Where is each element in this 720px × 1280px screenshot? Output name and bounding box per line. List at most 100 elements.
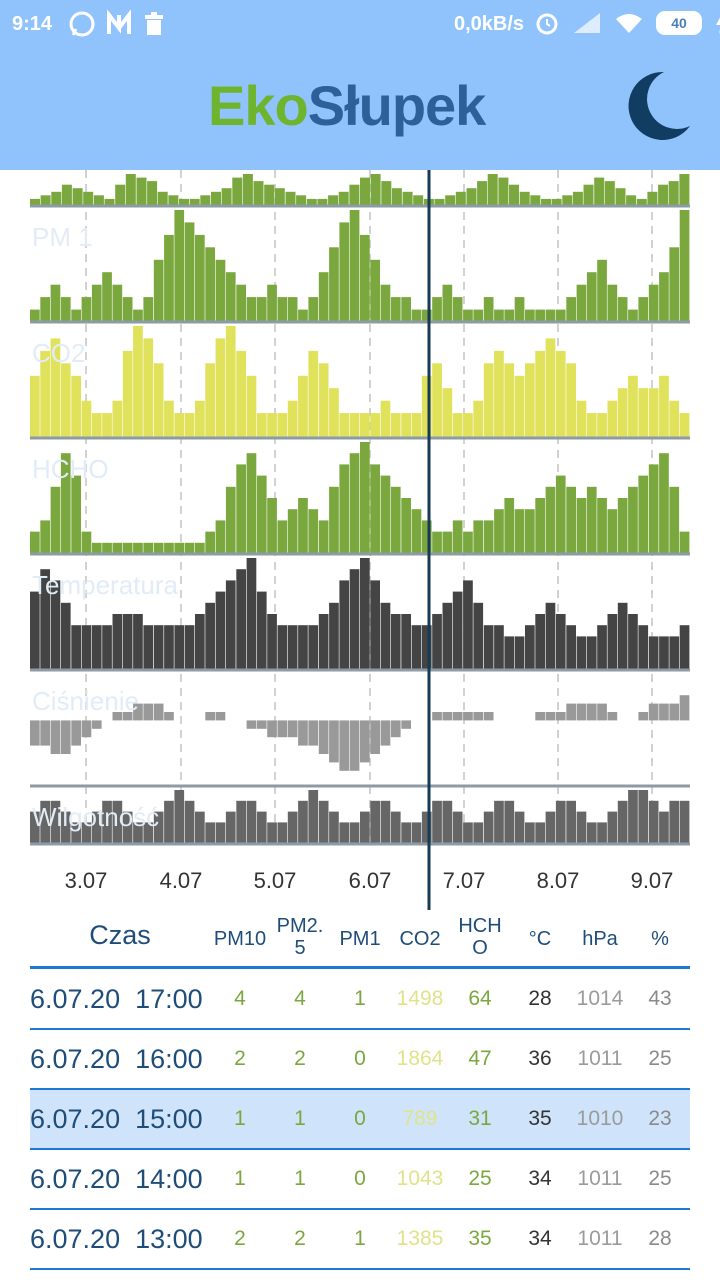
bar-1-49 [535,309,545,322]
bar-3-19 [225,486,236,554]
bar-4-33 [370,580,380,670]
cell-temp: 36 [528,1047,552,1070]
bar-6-0 [30,811,40,844]
bar-6-24 [277,822,288,844]
bar-4-52 [566,625,576,670]
bar-2-48 [525,363,535,438]
bar-0-51 [572,191,583,206]
bar-1-57 [617,297,628,322]
bar-5-56 [607,712,618,721]
table-row[interactable]: 6.07.20 16:00 2 2 0 1864 47 36 1011 25 [30,1030,690,1090]
bar-6-53 [576,811,587,844]
bar-0-7 [104,198,115,206]
battery-level: 40 [671,15,687,31]
bar-4-20 [236,569,246,670]
bar-1-45 [494,309,504,322]
bar-0-25 [296,195,307,206]
cell-humidity: 43 [648,987,672,1010]
cell-pm10: 2 [234,1047,246,1070]
bar-3-39 [432,531,442,554]
cell-hcho: 35 [468,1227,492,1250]
bar-6-25 [287,811,298,844]
bar-2-0 [30,375,40,438]
bar-6-28 [318,800,329,844]
cell-hcho: 31 [468,1107,492,1130]
x-tick-label: 9.07 [630,868,674,893]
bar-6-4 [71,822,81,844]
bar-1-24 [277,297,288,322]
bar-0-13 [168,195,179,206]
bar-5-34 [380,720,391,746]
bar-6-56 [607,811,618,844]
cell-temp: 34 [528,1227,552,1250]
table-row[interactable]: 6.07.20 14:00 1 1 0 1043 25 34 1011 25 [30,1150,690,1210]
bar-3-46 [504,498,515,554]
bar-6-14 [174,790,185,844]
bar-2-37 [411,413,422,438]
bar-3-35 [390,486,401,554]
bar-1-40 [442,284,453,322]
bar-2-60 [648,388,659,438]
bar-0-55 [615,188,626,206]
bar-4-36 [401,614,411,670]
bar-1-25 [287,297,298,322]
x-tick-label: 7.07 [442,868,486,893]
bar-4-1 [40,569,50,670]
bar-0-3 [61,184,72,206]
bar-4-3 [60,602,71,670]
bar-3-28 [318,520,329,554]
bar-1-50 [545,309,556,322]
bar-0-38 [434,198,445,206]
table-row[interactable]: 6.07.20 17:00 4 4 1 1498 64 28 1014 43 [30,970,690,1030]
bar-1-1 [40,297,50,322]
status-bar: 9:14 0,0kB/s 40 [0,0,720,52]
bar-0-29 [338,191,349,206]
bar-3-17 [205,531,215,554]
bar-0-50 [562,195,573,206]
bar-0-57 [636,198,647,206]
bar-2-43 [473,400,484,438]
bar-3-20 [236,464,246,554]
bar-2-51 [555,350,566,438]
header-pm25: PM2. 5 [270,915,330,959]
bar-4-51 [555,614,566,670]
bar-6-3 [60,811,71,844]
bar-6-39 [432,800,442,844]
bar-0-12 [157,191,168,206]
bar-3-52 [566,486,576,554]
bar-0-5 [83,191,94,206]
bar-5-44 [483,712,494,721]
bar-6-48 [525,822,535,844]
bar-5-51 [555,712,566,721]
header-pm25-line1: PM2. [276,915,324,937]
bar-0-60 [668,181,679,206]
bar-1-14 [174,210,185,322]
cell-temp: 28 [528,987,552,1010]
bar-3-43 [473,520,484,554]
header-co2: CO2 [399,928,441,950]
bar-0-30 [349,184,360,206]
bar-1-26 [298,309,308,322]
bar-6-44 [483,811,494,844]
bar-2-25 [287,400,298,438]
charts-panel[interactable] [0,170,720,912]
bar-6-58 [628,790,638,844]
cell-date: 6.07.20 [30,1164,121,1194]
stacked-charts[interactable] [0,170,720,912]
bar-1-51 [555,309,566,322]
app-title-slupek: Słupek [307,74,487,137]
table-row-selected[interactable]: 6.07.20 15:00 1 1 0 789 31 35 1010 23 [30,1090,690,1150]
moon-icon[interactable] [624,68,694,140]
bar-3-25 [287,509,298,554]
bar-4-19 [225,580,236,670]
table-row[interactable]: 6.07.20 13:00 2 2 1 1385 35 34 1011 28 [30,1210,690,1270]
bar-2-47 [514,375,525,438]
bar-1-63 [679,210,690,322]
bar-2-40 [442,388,453,438]
bar-0-10 [136,177,147,206]
bar-5-54 [586,703,597,721]
battery-icon: 40 [656,11,702,35]
bar-1-39 [432,297,442,322]
bar-0-20 [242,174,253,206]
bar-2-19 [225,326,236,438]
